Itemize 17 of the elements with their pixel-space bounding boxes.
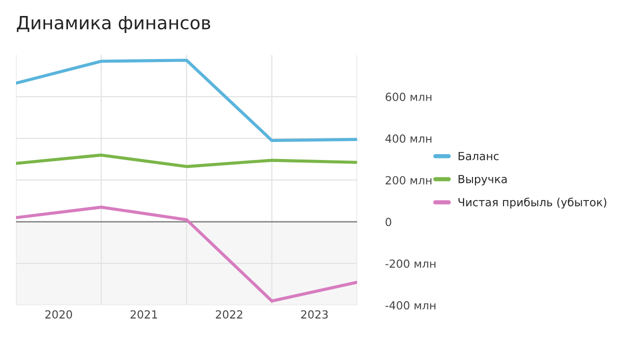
y-tick-label: 400 млн xyxy=(385,134,432,143)
y-tick-label: 200 млн xyxy=(386,176,432,184)
x-tick-label: 2022 xyxy=(216,310,242,319)
y-tick-label: -200 млн xyxy=(385,259,436,268)
y-tick-label: 0 xyxy=(386,218,392,226)
y-tick-label: 600 млн xyxy=(386,92,432,102)
line-series xyxy=(16,58,358,142)
legend-label: Чистая прибыль (убыток) xyxy=(458,198,606,209)
line-series xyxy=(16,206,358,303)
x-tick-label: 2021 xyxy=(130,310,158,319)
y-tick-label: -400 млн xyxy=(385,301,436,310)
chart-title: Динамика финансов xyxy=(16,16,210,33)
legend-label: Выручка xyxy=(458,174,507,186)
legend-label: Баланс xyxy=(458,152,499,160)
line-series xyxy=(16,154,358,168)
x-tick-label: 2023 xyxy=(301,310,328,319)
x-tick-label: 2020 xyxy=(45,310,72,319)
